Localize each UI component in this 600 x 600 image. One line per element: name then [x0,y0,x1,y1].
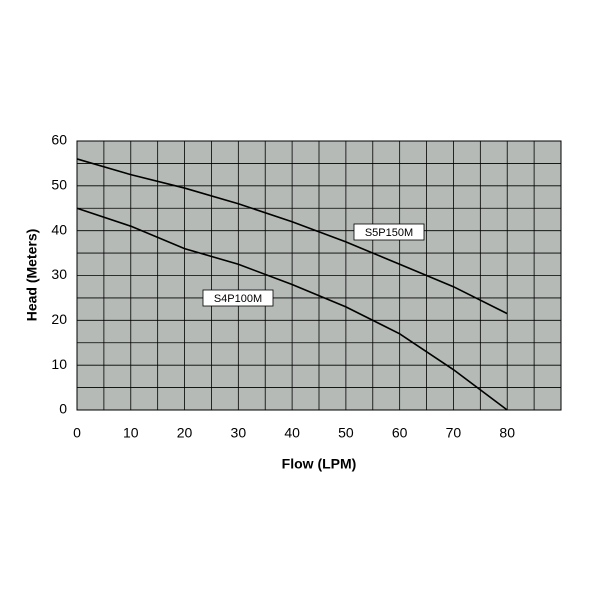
y-tick-label: 40 [51,221,67,237]
y-tick-label: 10 [51,356,67,372]
series-label: S5P150M [365,227,413,239]
x-tick-label: 20 [177,425,193,441]
y-tick-label: 50 [51,177,67,193]
series-line [76,207,508,411]
y-tick-label: 20 [51,311,67,327]
y-tick-label: 0 [59,401,67,417]
x-tick-label: 60 [392,425,408,441]
x-axis-label: Flow (LPM) [282,456,357,472]
x-tick-label: 50 [338,425,354,441]
x-tick-label: 70 [446,425,462,441]
x-tick-label: 40 [284,425,300,441]
x-tick-label: 10 [123,425,139,441]
series-label-box [353,223,425,241]
series-line [76,158,508,315]
series-label: S4P100M [214,293,262,305]
x-tick-label: 30 [231,425,247,441]
y-tick-label: 60 [51,132,67,148]
series-label-box [202,289,274,307]
x-tick-label: 80 [499,425,515,441]
y-tick-label: 30 [51,266,67,282]
x-tick-label: 0 [73,425,81,441]
y-axis-label: Head (Meters) [24,229,40,322]
